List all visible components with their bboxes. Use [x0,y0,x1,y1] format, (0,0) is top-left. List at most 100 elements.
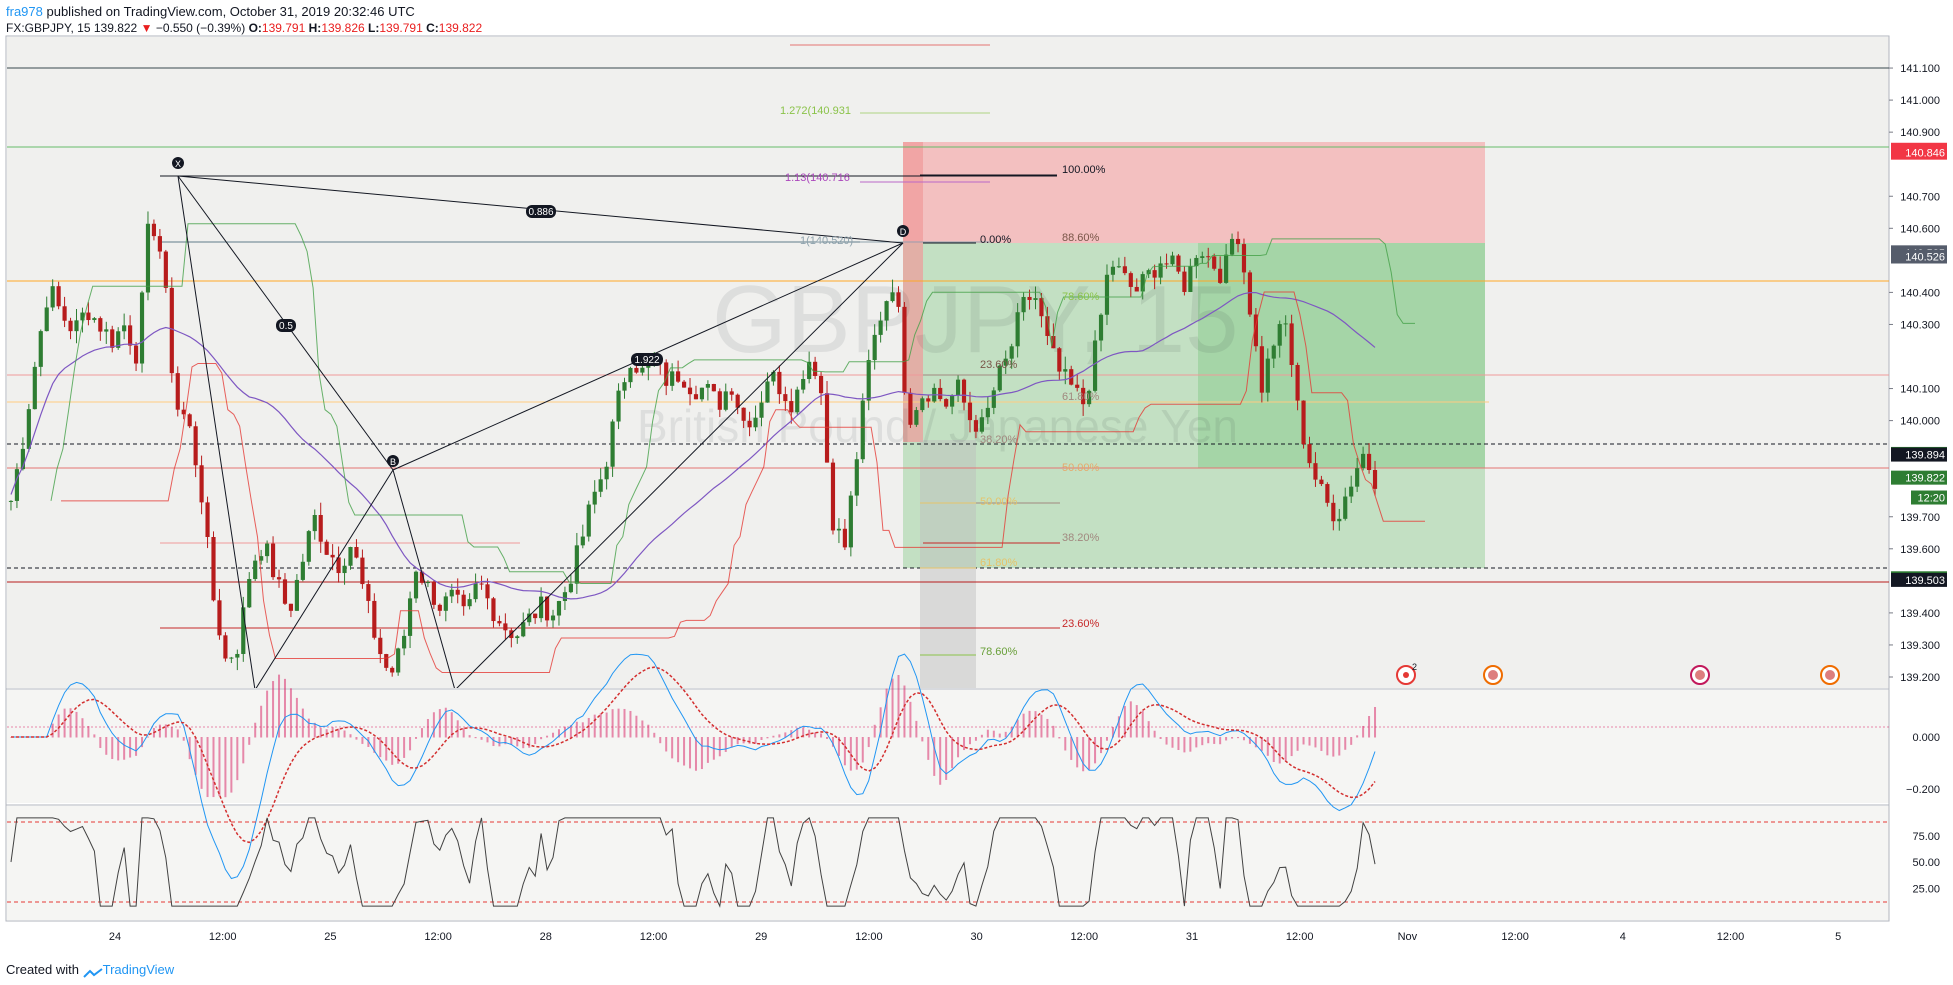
candle [1319,475,1324,487]
macd-bar [647,724,650,738]
candle [1033,286,1038,310]
price-tag: 140.526 [1891,249,1947,264]
candle [407,591,413,648]
macd-bar [87,726,90,738]
macd-bar [939,737,942,785]
macd-bar [9,737,12,738]
time-tick-label: 5 [1835,931,1841,943]
price-axis[interactable]: 141.100 141.000 140.900 140.700 140.600 140.4… [1889,63,1940,684]
macd-bar [349,734,352,738]
price-tag-label: 140.526 [1905,252,1945,264]
candle [92,317,97,323]
candle [175,366,180,417]
price-tick-label: 141.100 [1900,63,1940,75]
candle [413,570,419,603]
uk-flag-event-icon[interactable] [1820,665,1840,685]
candle [1259,335,1264,403]
macd-bar [1350,737,1353,745]
macd-bar [909,701,912,738]
macd-bar [75,711,78,738]
macd-bar [236,737,239,781]
macd-bar [1260,737,1263,751]
macd-bar [629,710,632,738]
high-label: H: [308,21,322,35]
candle [151,219,157,241]
macd-bar [575,721,578,738]
last-price: 139.822 [93,21,138,35]
candle [1224,244,1229,284]
macd-bar [117,737,120,761]
candle [205,496,210,549]
candle [32,361,37,410]
candle [878,311,883,343]
uk-flag-event-icon[interactable] [1690,665,1710,685]
candle [56,281,61,310]
macd-bar [331,727,334,738]
macd-bar [1290,737,1293,757]
macd-bar [677,737,680,763]
candle [890,279,895,303]
macd-bar [534,737,537,745]
macd-signal-line [11,666,1376,844]
symbol-label: FX:GBPJPY, 15 [6,21,91,35]
price-tag-label: 140.846 [1905,148,1945,160]
candle [1212,253,1217,271]
candle [586,500,591,542]
fib-label-23b: 23.60% [1062,618,1100,630]
macd-bar [611,709,614,738]
price-tick-label: 139.300 [1900,640,1940,652]
macd-bar [689,737,692,769]
macd-bar [933,737,936,776]
main-pane: GBPJPY, 15 British Pound / Japanese Yen … [7,44,1889,688]
candle [848,491,853,557]
macd-bar [486,737,489,743]
macd-bar [242,737,245,764]
take-profit-zone [903,243,1485,568]
macd-bar [498,737,501,747]
author-link[interactable]: fra978 [6,4,43,19]
macd-bar [540,737,543,740]
candle [973,414,979,439]
price-tick-label: 139.400 [1900,608,1940,620]
candle [74,308,79,344]
candle [991,387,996,415]
time-axis[interactable]: 24 12:00 25 12:00 28 12:00 29 12:00 30 12:00 31 12:… [109,931,1841,943]
price-tag-label: 139.503 [1905,575,1945,587]
candle [1116,257,1121,268]
macd-bar [963,737,966,751]
candle [783,386,788,411]
macd-bar [778,734,781,738]
macd-bar [135,737,138,756]
macd-pane-bg [7,690,1889,803]
macd-bar [974,737,977,741]
macd-bar [1320,737,1323,751]
candle [705,380,710,401]
candle [270,536,276,580]
macd-bar [474,737,477,739]
event-icon[interactable] [1396,665,1416,685]
tradingview-brand[interactable]: TradingView [102,962,175,977]
candle [765,372,770,403]
macd-bar [873,724,876,738]
candle [1325,482,1330,507]
macd-bar [1058,737,1061,739]
candle [735,393,740,415]
macd-bar [1195,737,1198,748]
macd-bar [403,737,406,758]
macd-bar [99,737,102,748]
candle [1218,256,1223,284]
macd-bar [230,737,233,793]
stop-loss-zone [903,142,1485,243]
price-tag: 139.822 [1891,470,1947,485]
price-axis-labels: 140.845140.846140.525140.526139.896139.8… [1891,142,1947,587]
candle [247,572,252,609]
candle [979,409,984,434]
candle [926,394,931,408]
candle [360,549,365,589]
candle [348,546,353,570]
candle [527,608,532,626]
fib-label-88: 88.60% [1062,232,1100,244]
stochastic-pane [7,817,1889,908]
uk-flag-event-icon[interactable] [1483,665,1503,685]
